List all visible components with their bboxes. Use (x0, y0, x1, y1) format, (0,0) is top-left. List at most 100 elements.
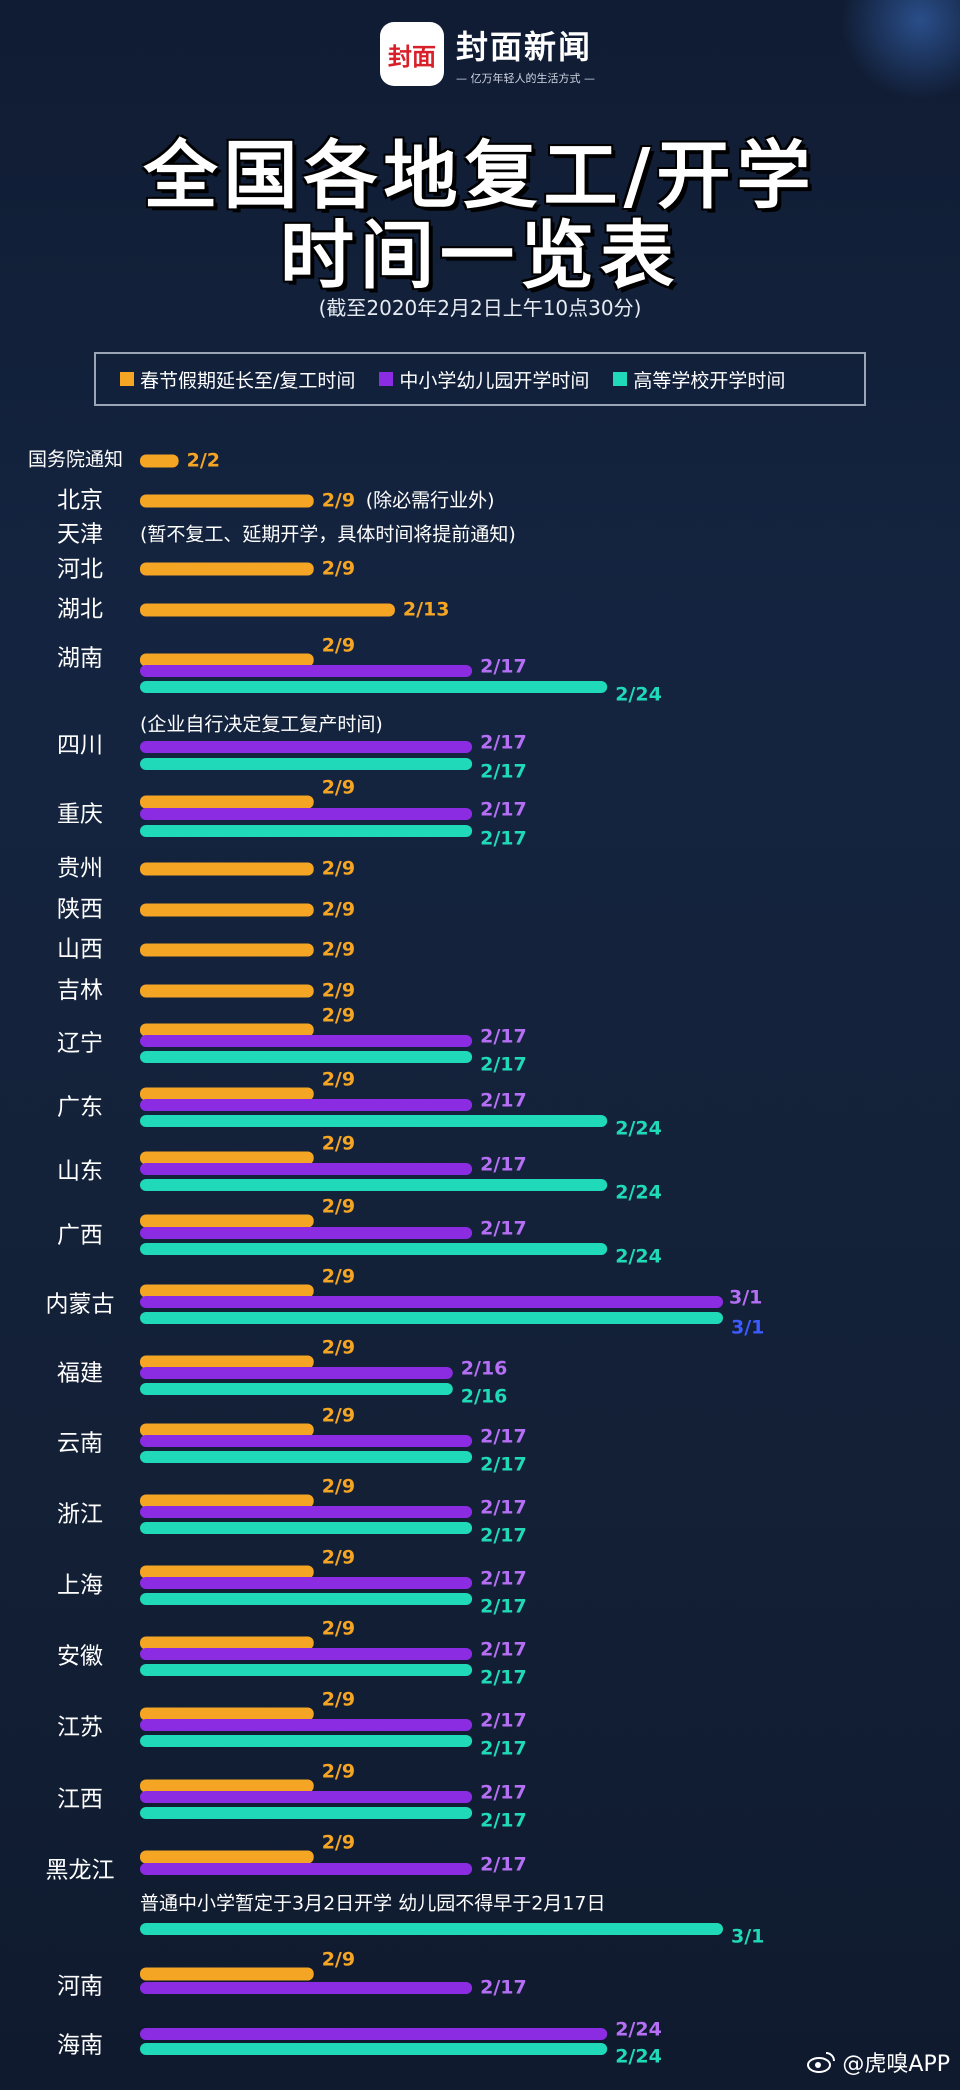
region-label: 黑龙江 (46, 1858, 115, 1884)
bar-holiday (140, 1494, 314, 1508)
region-label: 湖北 (57, 597, 103, 623)
legend-swatch-holiday (120, 372, 134, 386)
region-label: 河南 (57, 1974, 103, 2000)
bar-value-label: 2/9 (322, 1476, 355, 1498)
legend-item-university: 高等学校开学时间 (613, 366, 785, 393)
bar-university (140, 1383, 453, 1395)
bar-university (140, 758, 473, 770)
subtitle-timestamp: (截至2020年2月2日上午10点30分) (318, 296, 642, 320)
bar-value-label: 2/9 (322, 1405, 355, 1427)
bar-value-label: 2/17 (480, 1639, 527, 1661)
row-note: (暂不复工、延期开学，具体时间将提前通知) (140, 524, 516, 546)
region-label: 广东 (57, 1095, 103, 1121)
bar-value-label: 2/24 (615, 1182, 662, 1204)
bar-holiday (140, 943, 314, 957)
legend-swatch-university (613, 372, 628, 386)
bar-value-label: 2/24 (615, 1246, 662, 1268)
bar-value-label: 2/17 (480, 1218, 527, 1240)
bar-holiday (140, 562, 314, 576)
bar-value-label: 3/1 (729, 1287, 762, 1309)
bar-value-label: 2/13 (403, 599, 450, 621)
legend-label-university: 高等学校开学时间 (633, 369, 786, 392)
bar-value-label: 2/9 (322, 1337, 355, 1359)
bar-value-label: 2/17 (480, 1738, 527, 1760)
bar-university (140, 1115, 608, 1127)
bar-university (140, 1923, 723, 1935)
bar-value-label: 2/17 (480, 828, 527, 850)
legend-swatch-school (379, 372, 394, 386)
bar-value-label: 2/17 (480, 1154, 527, 1176)
bar-value-label: 2/17 (480, 799, 527, 821)
bar-school (140, 1227, 473, 1239)
bar-holiday (140, 1565, 314, 1579)
bar-holiday (140, 1707, 314, 1721)
bar-school (140, 1099, 473, 1111)
bar-value-label: 2/24 (615, 2046, 662, 2068)
bar-holiday (140, 1023, 314, 1037)
legend-item-holiday: 春节假期延长至/复工时间 (120, 366, 355, 393)
region-label: 天津 (57, 522, 103, 548)
row-note: (除必需行业外) (366, 490, 495, 512)
legend-item-school: 中小学幼儿园开学时间 (379, 366, 589, 393)
title-line-2: 时间一览表 (280, 213, 680, 299)
bar-holiday (140, 795, 314, 809)
region-label: 陕西 (57, 897, 103, 923)
bar-university (140, 1312, 723, 1324)
region-label: 福建 (57, 1361, 103, 1387)
bar-value-label: 2/17 (480, 1782, 527, 1804)
bar-school (140, 665, 473, 677)
bar-value-label: 2/24 (615, 2019, 662, 2041)
bar-value-label: 2/24 (615, 684, 662, 706)
bar-university (140, 681, 608, 693)
region-label: 辽宁 (57, 1031, 103, 1057)
bar-university (140, 1243, 608, 1255)
bar-value-label: 2/17 (480, 1710, 527, 1732)
region-label: 广西 (57, 1223, 103, 1249)
bar-school (140, 1367, 453, 1379)
bar-value-label: 2/17 (480, 656, 527, 678)
bar-school (140, 1791, 473, 1803)
bar-holiday (140, 454, 179, 468)
bar-school (140, 741, 473, 753)
bar-holiday (140, 1284, 314, 1298)
bar-holiday (140, 1151, 314, 1165)
bar-value-label: 2/17 (480, 1810, 527, 1832)
logo-mark: 封面 (380, 22, 444, 86)
bar-value-label: 2/17 (480, 1090, 527, 1112)
bar-value-label: 2/17 (480, 1667, 527, 1689)
bar-school (140, 1506, 473, 1518)
region-label: 国务院通知 (28, 449, 123, 471)
bar-holiday (140, 984, 314, 998)
bar-value-label: 2/9 (322, 1949, 355, 1971)
bar-value-label: 2/9 (322, 858, 355, 880)
bar-value-label: 2/9 (322, 1618, 355, 1640)
bar-school (140, 808, 473, 820)
bar-school (140, 1982, 473, 1994)
chart-legend: 春节假期延长至/复工时间 中小学幼儿园开学时间 高等学校开学时间 (94, 352, 866, 406)
bar-university (140, 1179, 608, 1191)
region-label: 山东 (57, 1159, 103, 1185)
bar-value-label: 2/9 (322, 980, 355, 1002)
bar-value-label: 2/16 (461, 1386, 508, 1408)
region-label: 内蒙古 (46, 1292, 115, 1318)
region-label: 山西 (57, 937, 103, 963)
bar-university (140, 1522, 473, 1534)
bar-university (140, 1451, 473, 1463)
bar-value-label: 2/17 (480, 761, 527, 783)
region-label: 海南 (57, 2033, 103, 2059)
bar-holiday (140, 1636, 314, 1650)
logo-name: 封面新闻 (456, 28, 593, 66)
bar-holiday (140, 1214, 314, 1228)
bar-value-label: 2/17 (480, 1497, 527, 1519)
bar-value-label: 2/17 (480, 1596, 527, 1618)
bar-university (140, 1051, 473, 1063)
bar-value-label: 2/17 (480, 1026, 527, 1048)
region-label: 重庆 (57, 802, 103, 828)
bar-holiday (140, 1779, 314, 1793)
bar-holiday (140, 862, 314, 876)
bar-value-label: 2/9 (322, 1689, 355, 1711)
bar-school (140, 1648, 473, 1660)
legend-label-school: 中小学幼儿园开学时间 (399, 369, 590, 392)
bar-value-label: 2/9 (322, 1266, 355, 1288)
legend-label-holiday: 春节假期延长至/复工时间 (140, 369, 356, 392)
